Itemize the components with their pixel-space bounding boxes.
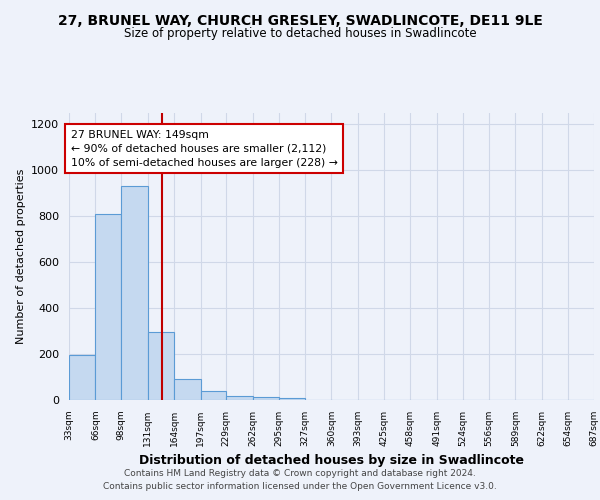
Text: 27, BRUNEL WAY, CHURCH GRESLEY, SWADLINCOTE, DE11 9LE: 27, BRUNEL WAY, CHURCH GRESLEY, SWADLINC…	[58, 14, 542, 28]
Bar	[226, 396, 253, 400]
Y-axis label: Number of detached properties: Number of detached properties	[16, 168, 26, 344]
Bar	[280, 398, 305, 400]
Bar	[174, 380, 200, 400]
Bar	[148, 332, 174, 400]
Text: Contains HM Land Registry data © Crown copyright and database right 2024.
Contai: Contains HM Land Registry data © Crown c…	[103, 470, 497, 491]
X-axis label: Distribution of detached houses by size in Swadlincote: Distribution of detached houses by size …	[139, 454, 524, 468]
Bar	[121, 186, 148, 400]
Bar	[95, 214, 121, 400]
Bar	[69, 355, 95, 400]
Bar	[200, 392, 226, 400]
Text: Size of property relative to detached houses in Swadlincote: Size of property relative to detached ho…	[124, 28, 476, 40]
Text: 27 BRUNEL WAY: 149sqm
← 90% of detached houses are smaller (2,112)
10% of semi-d: 27 BRUNEL WAY: 149sqm ← 90% of detached …	[71, 130, 337, 168]
Bar	[253, 397, 280, 400]
